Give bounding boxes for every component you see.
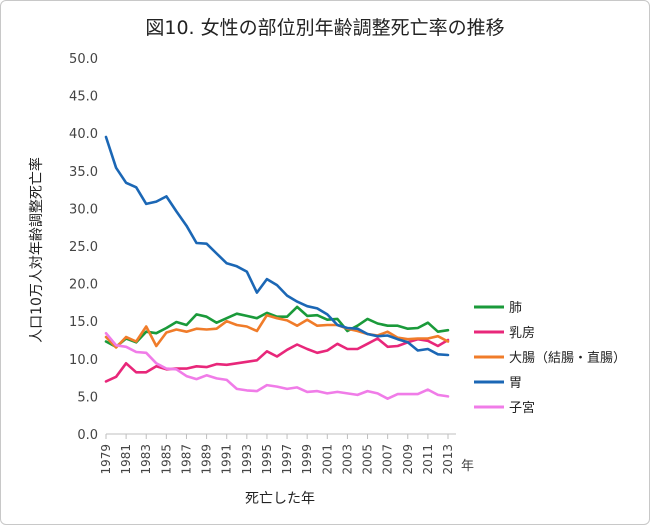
legend-label-4: 子宮 xyxy=(509,400,535,416)
x-tick-label: 1987 xyxy=(179,444,193,475)
x-tick-label: 1983 xyxy=(139,444,153,475)
chart-title: 図10. 女性の部位別年齢調整死亡率の推移 xyxy=(145,17,504,39)
series-lines xyxy=(104,135,450,401)
series-line-2 xyxy=(104,313,450,349)
series-line-0 xyxy=(104,305,450,349)
y-tick-label: 30.0 xyxy=(69,202,98,217)
x-tick-label: 2011 xyxy=(421,444,435,475)
y-tick-label: 40.0 xyxy=(69,127,98,142)
x-tick-label: 2007 xyxy=(381,444,395,475)
series-line-3 xyxy=(104,135,450,357)
series-line-4 xyxy=(104,331,450,401)
legend-label-1: 乳房 xyxy=(509,325,535,341)
y-tick-label: 0.0 xyxy=(77,428,98,443)
x-axis-label: 死亡した年 xyxy=(245,491,315,507)
x-axis-unit: 年 xyxy=(461,459,474,474)
y-tick-label: 50.0 xyxy=(69,52,98,67)
x-tick-label: 1995 xyxy=(260,444,274,475)
x-tick-label: 1989 xyxy=(200,444,214,475)
y-tick-label: 35.0 xyxy=(69,165,98,180)
legend-label-3: 胃 xyxy=(509,376,522,391)
x-tick-label: 1979 xyxy=(99,444,113,475)
legend-label-0: 肺 xyxy=(509,301,522,316)
y-tick-label: 45.0 xyxy=(69,90,98,105)
x-tick-label: 1985 xyxy=(159,444,173,475)
x-tick-label: 2009 xyxy=(401,444,415,475)
x-tick-label: 2003 xyxy=(340,444,354,475)
x-tick-label: 2005 xyxy=(361,444,375,475)
y-tick-label: 10.0 xyxy=(69,353,98,368)
x-tick-label: 1993 xyxy=(240,444,254,475)
y-tick-label: 15.0 xyxy=(69,315,98,330)
y-tick-label: 5.0 xyxy=(77,390,98,405)
legend-label-2: 大腸（結腸・直腸） xyxy=(509,351,626,366)
x-tick-label: 1981 xyxy=(119,444,133,475)
y-tick-label: 20.0 xyxy=(69,278,98,293)
y-axis-ticks: 0.0 5.0 10.0 15.0 20.0 25.0 30.0 35.0 40.0 45.0 50… xyxy=(69,52,98,443)
x-tick-label: 1991 xyxy=(220,444,234,475)
x-axis-ticks: 1979 1981 1983 1985 1987 1989 1991 1993 1995 1997… xyxy=(99,434,455,475)
x-tick-label: 2013 xyxy=(441,444,455,475)
x-tick-label: 1999 xyxy=(300,444,314,475)
x-tick-label: 1997 xyxy=(280,444,294,475)
y-tick-label: 25.0 xyxy=(69,240,98,255)
x-tick-label: 2001 xyxy=(320,444,334,475)
y-axis-label: 人口10万人対年齢調整死亡率 xyxy=(28,157,45,343)
